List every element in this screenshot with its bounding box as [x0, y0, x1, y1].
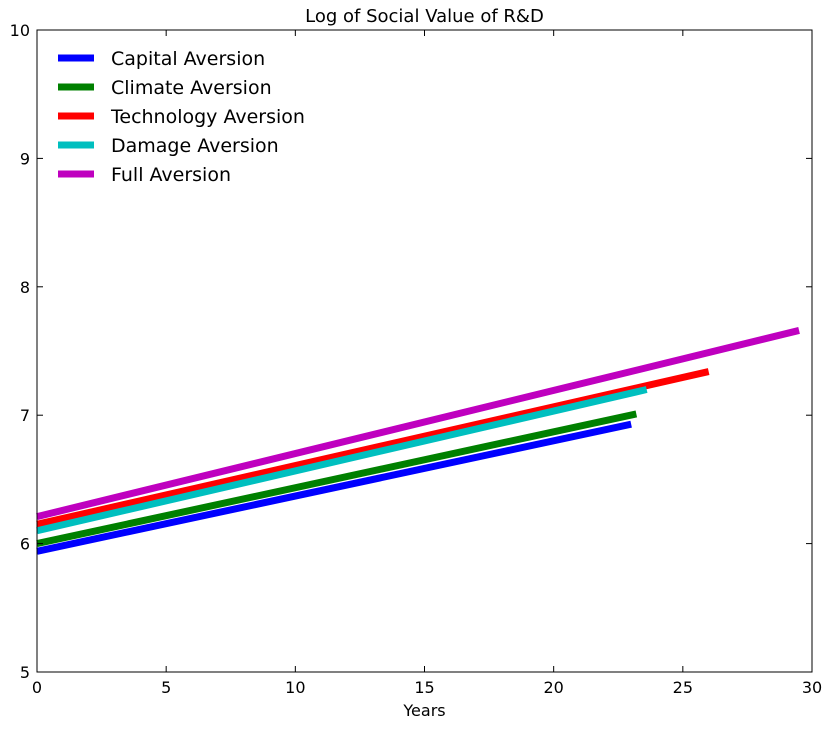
y-tick-label: 8: [20, 278, 30, 297]
x-tick-label: 25: [673, 678, 693, 697]
x-tick-label: 15: [414, 678, 434, 697]
y-tick-label: 7: [20, 406, 30, 425]
legend-label-4: Damage Aversion: [111, 135, 279, 157]
x-tick-label: 20: [543, 678, 563, 697]
x-tick-label: 5: [161, 678, 171, 697]
legend-label-1: Capital Aversion: [111, 48, 265, 70]
x-tick-label: 30: [802, 678, 822, 697]
series-layer: [36, 327, 800, 555]
legend-label-2: Climate Aversion: [111, 77, 272, 99]
series-line-3: [36, 368, 710, 528]
series-line-5: [36, 327, 800, 521]
y-tick-label: 6: [20, 535, 30, 554]
chart-title: Log of Social Value of R&D: [305, 6, 544, 27]
legend-label-3: Technology Aversion: [110, 106, 305, 128]
x-tick-label: 10: [285, 678, 305, 697]
series-line-2: [36, 410, 638, 548]
y-tick-label: 5: [20, 663, 30, 682]
series-line-4: [36, 386, 648, 535]
y-tick-label: 10: [10, 21, 30, 40]
x-axis-label: Years: [402, 701, 445, 720]
series-line-1: [36, 420, 632, 555]
x-tick-label: 0: [32, 678, 42, 697]
y-tick-label: 9: [20, 149, 30, 168]
legend-label-5: Full Aversion: [111, 164, 231, 186]
plot-frame: [36, 29, 813, 673]
legend: Capital Aversion Climate Aversion Technolo…: [58, 48, 305, 186]
